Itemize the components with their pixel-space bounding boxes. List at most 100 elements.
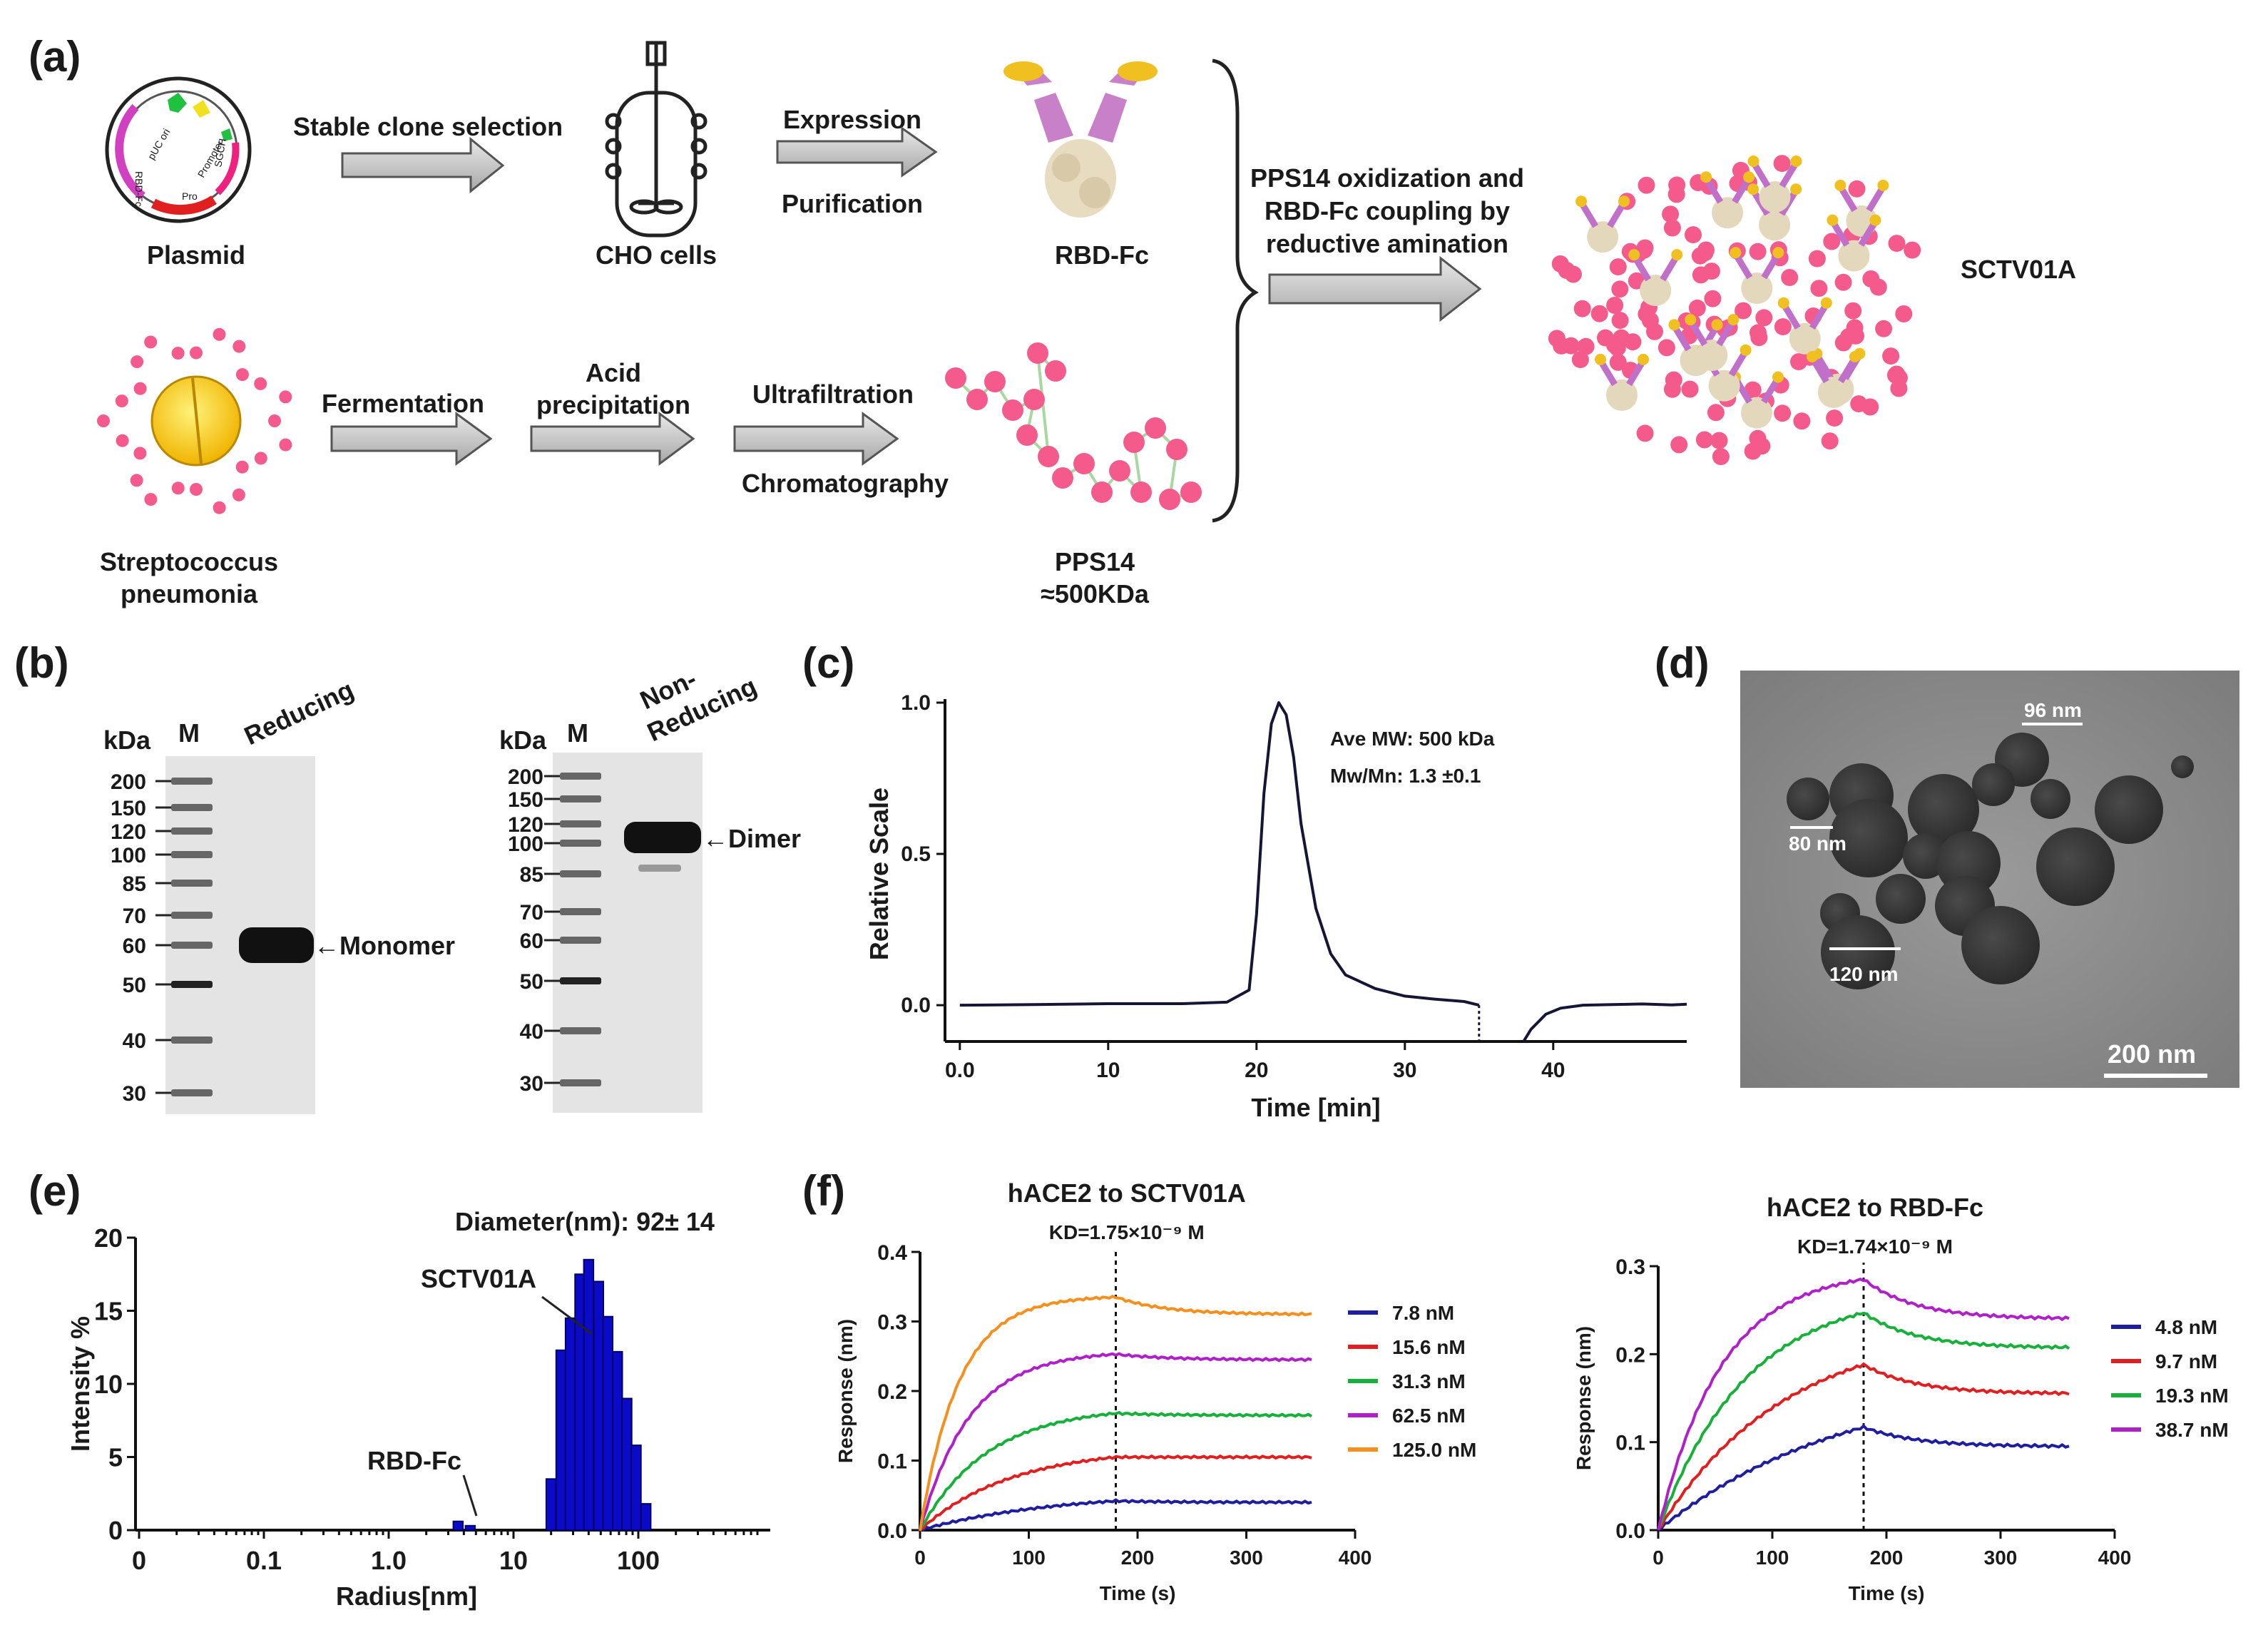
histogram-bar	[583, 1258, 595, 1532]
sugar-unit	[190, 483, 203, 496]
rbd-unit	[1685, 314, 1697, 326]
marker-band	[560, 820, 601, 827]
panel-c: (c) 0.0 10 20 30 40 0.0 0.5 1.0 Time [min] Relati…	[802, 639, 1687, 1122]
x-tick-label: 400	[1339, 1547, 1372, 1569]
marker-label: 150	[508, 788, 543, 812]
y-tick-label: 20	[94, 1223, 123, 1253]
x-tick-label: 30	[1393, 1059, 1416, 1082]
sugar-unit	[1810, 280, 1828, 297]
y-tick-label: 0.2	[1615, 1343, 1645, 1367]
strep-label-1: Streptococcus	[100, 547, 278, 576]
y-tick-label: 1.0	[901, 691, 931, 715]
step-stable-clone: Stable clone selection	[293, 112, 563, 141]
legend-label: 7.8 nM	[1392, 1302, 1454, 1324]
series-line	[919, 1352, 1312, 1531]
scale-120-label: 120 nm	[1829, 963, 1899, 985]
sugar-unit	[131, 355, 144, 369]
series-line-2	[1522, 1002, 1687, 1043]
sugar-unit	[1577, 337, 1595, 355]
sugar-unit	[1710, 432, 1728, 449]
x-tick-label: 1.0	[371, 1546, 407, 1575]
rbd-unit	[1806, 351, 1818, 362]
arrow-icon	[330, 412, 493, 466]
chart-title: hACE2 to SCTV01A	[1008, 1178, 1246, 1208]
panel-a: (a) pUC ori Promoter Pro SGCH RBD-Fc Pla…	[29, 33, 2076, 608]
rbd-fc-unit	[1838, 240, 1870, 272]
sugar-unit	[1091, 482, 1113, 503]
marker-label: 30	[123, 1082, 146, 1106]
sugar-unit	[1606, 297, 1624, 314]
sugar-unit	[1735, 302, 1752, 320]
bioreactor-icon	[605, 41, 708, 238]
marker-label: 50	[520, 970, 543, 994]
sugar-unit	[1774, 404, 1792, 422]
sugar-unit	[235, 460, 249, 474]
histogram-bar	[555, 1349, 567, 1532]
sugar-unit	[1038, 446, 1059, 467]
rbd-unit	[1877, 179, 1889, 191]
series-line	[919, 1454, 1312, 1531]
marker-label: 70	[520, 901, 543, 924]
sugar-unit	[144, 493, 158, 506]
sugar-unit	[1180, 482, 1202, 503]
sugar-unit	[1635, 241, 1653, 259]
rbd-fc-arm	[1599, 361, 1645, 387]
sugar-unit	[130, 474, 143, 487]
expression-label: Expression	[783, 105, 921, 134]
sugar-unit	[1166, 439, 1187, 460]
marker-band	[560, 937, 601, 944]
chromatography-label: Chromatography	[742, 469, 949, 498]
x-tick-label: 200	[1870, 1547, 1904, 1569]
sugar-unit	[1145, 417, 1166, 439]
panel-b-label: (b)	[14, 639, 69, 687]
legend-label: 19.3 nM	[2155, 1385, 2229, 1407]
marker-label: 120	[111, 820, 146, 844]
gel-left-marker: M	[178, 718, 200, 748]
x-axis-label: Time (s)	[1100, 1582, 1176, 1604]
sugar-unit	[1890, 379, 1908, 397]
rbd-fc-arm	[1752, 163, 1798, 188]
chart-title: Diameter(nm): 92± 14	[455, 1207, 715, 1236]
fermentation-label: Fermentation	[322, 389, 484, 418]
marker-band	[171, 1036, 213, 1044]
rbd-unit	[1727, 314, 1740, 326]
x-tick-label: 0	[914, 1547, 926, 1569]
histogram-bar	[630, 1445, 642, 1531]
sugar-unit	[1862, 270, 1880, 287]
histogram-bar	[640, 1503, 652, 1532]
marker-label: 100	[111, 844, 146, 867]
gel-right-marker: M	[567, 718, 588, 748]
marker-band	[560, 773, 601, 780]
histogram-bar	[602, 1315, 613, 1531]
sugar-unit	[213, 501, 226, 514]
histogram-bar	[593, 1280, 604, 1531]
panel-f-label: (f)	[802, 1167, 845, 1215]
rbd-fc-unit	[1759, 181, 1791, 213]
annotation: Mw/Mn: 1.3 ±0.1	[1330, 765, 1481, 787]
ultrafiltration-label: Ultrafiltration	[752, 379, 914, 409]
y-tick-label: 0.0	[877, 1519, 907, 1543]
sugar-unit	[1624, 333, 1642, 351]
sugar-unit	[984, 371, 1006, 392]
gel-right	[553, 753, 703, 1113]
series-line	[919, 1498, 1312, 1532]
marker-band	[560, 1079, 601, 1086]
y-tick-label: 0.3	[877, 1311, 907, 1335]
panel-e-label: (e)	[29, 1167, 81, 1215]
chart-e: 0 0.1 1.0 10 100 0 5 10 15 20 Radius[nm] Intensity …	[66, 1207, 770, 1611]
sugar-unit	[1551, 255, 1569, 272]
sugar-unit	[1636, 424, 1654, 442]
label-leader	[462, 1474, 478, 1517]
sugar-unit	[1073, 453, 1095, 474]
marker-label: 200	[111, 770, 146, 794]
arrow-icon	[530, 412, 695, 466]
sugar-unit	[254, 377, 267, 390]
sugar-unit	[1826, 409, 1844, 427]
x-axis-label: Time (s)	[1849, 1582, 1925, 1604]
x-tick-label: 0.0	[945, 1059, 975, 1082]
gel-left-kda: kDa	[103, 725, 151, 755]
rbd-unit	[1740, 344, 1752, 356]
sugar-unit	[133, 382, 147, 395]
sugar-unit	[1590, 305, 1608, 322]
sugar-unit	[190, 346, 203, 360]
